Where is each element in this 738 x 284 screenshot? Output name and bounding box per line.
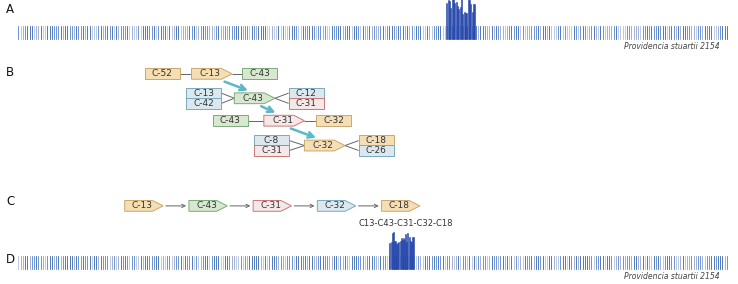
FancyBboxPatch shape [242, 68, 277, 79]
Polygon shape [234, 93, 275, 104]
Text: C-12: C-12 [296, 89, 317, 98]
Text: Providencia stuartii 2154: Providencia stuartii 2154 [624, 42, 720, 51]
Text: C-31: C-31 [261, 146, 282, 155]
Text: C13-C43-C31-C32-C18: C13-C43-C31-C32-C18 [359, 219, 453, 228]
Text: C-13: C-13 [200, 69, 221, 78]
Text: B: B [6, 66, 14, 79]
Text: C-26: C-26 [366, 146, 387, 155]
Text: C-43: C-43 [220, 116, 241, 125]
FancyBboxPatch shape [289, 98, 324, 109]
Text: C-18: C-18 [389, 201, 410, 210]
Text: C-52: C-52 [152, 69, 173, 78]
Text: C-32: C-32 [313, 141, 334, 150]
Text: C-42: C-42 [193, 99, 214, 108]
Text: C-8: C-8 [264, 136, 279, 145]
FancyBboxPatch shape [254, 145, 289, 156]
Polygon shape [317, 201, 356, 211]
Text: C-31: C-31 [296, 99, 317, 108]
Text: C-43: C-43 [196, 201, 217, 210]
Text: C-18: C-18 [366, 136, 387, 145]
Text: C-31: C-31 [261, 201, 281, 210]
Text: C-31: C-31 [272, 116, 293, 125]
FancyBboxPatch shape [145, 68, 180, 79]
FancyBboxPatch shape [289, 88, 324, 99]
FancyBboxPatch shape [359, 145, 394, 156]
Polygon shape [189, 201, 227, 211]
FancyBboxPatch shape [213, 115, 248, 126]
Text: C-43: C-43 [249, 69, 270, 78]
Polygon shape [253, 201, 292, 211]
Text: Providencia stuartii 2154: Providencia stuartii 2154 [624, 272, 720, 281]
Polygon shape [305, 140, 345, 151]
FancyBboxPatch shape [186, 98, 221, 109]
Polygon shape [264, 115, 305, 126]
Text: C-32: C-32 [323, 116, 344, 125]
Polygon shape [191, 68, 232, 79]
Text: C: C [6, 195, 14, 208]
FancyBboxPatch shape [316, 115, 351, 126]
Text: C-43: C-43 [243, 94, 263, 103]
FancyBboxPatch shape [359, 135, 394, 146]
Polygon shape [382, 201, 420, 211]
Text: A: A [6, 3, 14, 16]
Text: D: D [6, 253, 15, 266]
Text: C-13: C-13 [132, 201, 153, 210]
FancyBboxPatch shape [254, 135, 289, 146]
Text: C-13: C-13 [193, 89, 214, 98]
Text: C-32: C-32 [325, 201, 345, 210]
FancyBboxPatch shape [186, 88, 221, 99]
Polygon shape [125, 201, 163, 211]
